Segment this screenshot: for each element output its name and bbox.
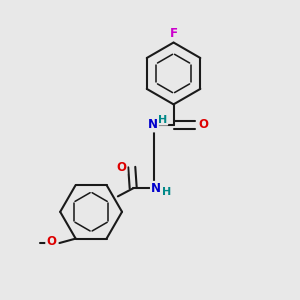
Text: H: H — [162, 187, 171, 197]
Text: N: N — [151, 182, 161, 195]
Text: N: N — [148, 118, 158, 131]
Text: H: H — [158, 115, 167, 125]
Text: O: O — [116, 160, 126, 174]
Text: O: O — [46, 235, 56, 248]
Text: O: O — [199, 118, 208, 131]
Text: F: F — [169, 27, 178, 40]
